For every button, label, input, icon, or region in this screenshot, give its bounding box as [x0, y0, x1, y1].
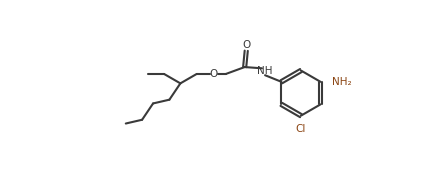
Text: O: O: [210, 69, 218, 79]
Text: O: O: [242, 40, 250, 50]
Text: NH₂: NH₂: [332, 77, 352, 87]
Text: Cl: Cl: [296, 125, 306, 134]
Text: NH: NH: [257, 66, 273, 76]
